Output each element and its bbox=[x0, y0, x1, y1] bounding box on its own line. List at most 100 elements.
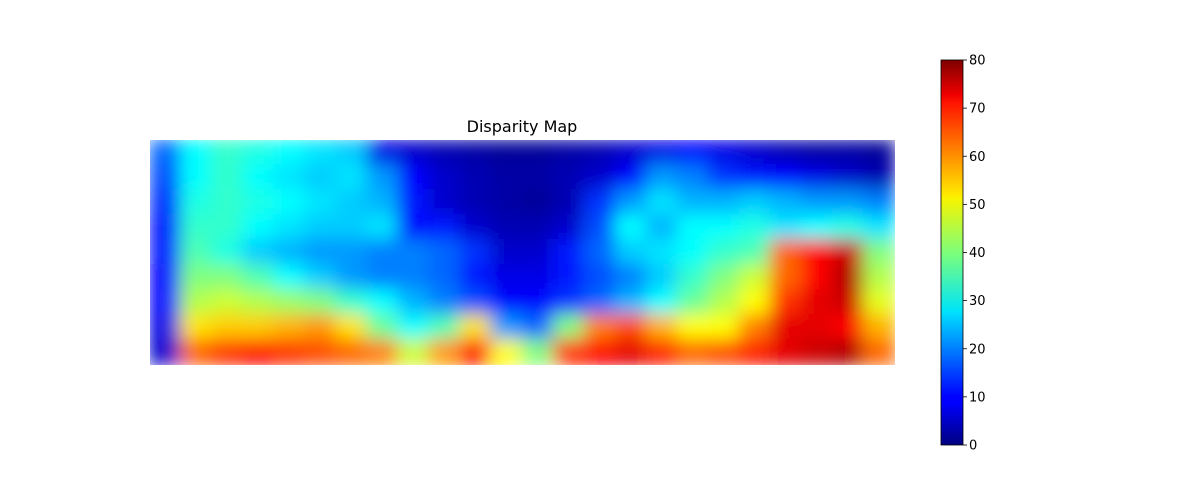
heatmap-cell bbox=[180, 289, 214, 316]
heatmap-cell bbox=[211, 264, 245, 291]
heatmap-cell bbox=[397, 264, 431, 291]
heatmap-cell bbox=[521, 314, 555, 341]
heatmap-cell bbox=[490, 239, 524, 266]
heatmap-cell bbox=[614, 239, 648, 266]
heatmap-cell bbox=[521, 239, 555, 266]
heatmap-cell bbox=[583, 289, 617, 316]
heatmap-cell bbox=[242, 289, 276, 316]
heatmap-cell bbox=[521, 264, 555, 291]
heatmap-cell bbox=[738, 339, 772, 365]
heatmap-cell bbox=[490, 339, 524, 365]
heatmap-cell bbox=[242, 314, 276, 341]
heatmap-cell bbox=[211, 189, 245, 216]
heatmap-cell bbox=[614, 164, 648, 191]
heatmap-cell bbox=[738, 140, 772, 166]
heatmap-cell bbox=[862, 214, 895, 241]
heatmap-cell bbox=[645, 289, 679, 316]
colorbar-tick-label: 50 bbox=[969, 198, 986, 213]
heatmap-cell bbox=[552, 289, 586, 316]
heatmap-cell bbox=[428, 314, 462, 341]
heatmap-cell bbox=[397, 339, 431, 365]
heatmap-cell bbox=[552, 214, 586, 241]
heatmap-cell bbox=[304, 164, 338, 191]
heatmap-cell bbox=[769, 189, 803, 216]
heatmap-cell bbox=[428, 189, 462, 216]
heatmap-cell bbox=[800, 214, 834, 241]
heatmap-cell bbox=[614, 214, 648, 241]
heatmap-cell bbox=[428, 289, 462, 316]
heatmap-cell bbox=[552, 264, 586, 291]
heatmap-cell bbox=[273, 339, 307, 365]
heatmap-cell bbox=[366, 140, 400, 166]
heatmap-cell bbox=[614, 264, 648, 291]
heatmap-cell bbox=[428, 239, 462, 266]
heatmap-cell bbox=[800, 140, 834, 166]
heatmap-cell bbox=[707, 164, 741, 191]
heatmap-cell bbox=[800, 314, 834, 341]
heatmap-cell bbox=[583, 339, 617, 365]
heatmap-cell bbox=[366, 214, 400, 241]
heatmap-cells bbox=[150, 140, 895, 365]
heatmap-cell bbox=[521, 164, 555, 191]
heatmap-cell bbox=[335, 214, 369, 241]
heatmap-cell bbox=[583, 239, 617, 266]
heatmap-cell bbox=[521, 289, 555, 316]
heatmap-cell bbox=[397, 189, 431, 216]
heatmap-cell bbox=[335, 339, 369, 365]
heatmap-cell bbox=[459, 264, 493, 291]
heatmap-cell bbox=[831, 289, 865, 316]
heatmap-cell bbox=[490, 214, 524, 241]
heatmap-cell bbox=[738, 214, 772, 241]
heatmap-cell bbox=[211, 289, 245, 316]
heatmap-cell bbox=[831, 239, 865, 266]
heatmap-cell bbox=[583, 189, 617, 216]
heatmap-cell bbox=[583, 140, 617, 166]
heatmap-cell bbox=[769, 164, 803, 191]
colorbar-gradient bbox=[941, 60, 963, 445]
heatmap-cell bbox=[490, 264, 524, 291]
heatmap-cell bbox=[645, 214, 679, 241]
heatmap-cell bbox=[397, 214, 431, 241]
heatmap-cell bbox=[831, 339, 865, 365]
heatmap-cell bbox=[273, 164, 307, 191]
heatmap-cell bbox=[583, 164, 617, 191]
heatmap-cell bbox=[242, 164, 276, 191]
heatmap-cell bbox=[428, 164, 462, 191]
heatmap-cell bbox=[738, 289, 772, 316]
heatmap-cell bbox=[800, 164, 834, 191]
heatmap-cell bbox=[211, 339, 245, 365]
heatmap-cell bbox=[769, 289, 803, 316]
heatmap-cell bbox=[831, 189, 865, 216]
heatmap-cell bbox=[676, 214, 710, 241]
heatmap-cell bbox=[800, 339, 834, 365]
heatmap-cell bbox=[862, 264, 895, 291]
heatmap-cell bbox=[242, 239, 276, 266]
heatmap-cell bbox=[614, 140, 648, 166]
heatmap-cell bbox=[335, 189, 369, 216]
heatmap-cell bbox=[335, 164, 369, 191]
colorbar-tick-label: 80 bbox=[969, 54, 986, 69]
heatmap-cell bbox=[366, 314, 400, 341]
heatmap-cell bbox=[614, 314, 648, 341]
heatmap-cell bbox=[862, 339, 895, 365]
heatmap-cell bbox=[769, 214, 803, 241]
heatmap-cell bbox=[304, 264, 338, 291]
heatmap-cell bbox=[397, 140, 431, 166]
heatmap-cell bbox=[552, 339, 586, 365]
heatmap-cell bbox=[242, 189, 276, 216]
heatmap-cell bbox=[211, 239, 245, 266]
heatmap-cell bbox=[831, 264, 865, 291]
heatmap-cell bbox=[521, 214, 555, 241]
heatmap-cell bbox=[676, 189, 710, 216]
heatmap-cell bbox=[645, 314, 679, 341]
heatmap-cell bbox=[335, 264, 369, 291]
heatmap-cell bbox=[242, 214, 276, 241]
heatmap-cell bbox=[335, 140, 369, 166]
heatmap-cell bbox=[490, 314, 524, 341]
heatmap-cell bbox=[552, 239, 586, 266]
heatmap-cell bbox=[459, 339, 493, 365]
heatmap-cell bbox=[738, 239, 772, 266]
heatmap-cell bbox=[769, 140, 803, 166]
colorbar-tick-label: 60 bbox=[969, 150, 986, 165]
